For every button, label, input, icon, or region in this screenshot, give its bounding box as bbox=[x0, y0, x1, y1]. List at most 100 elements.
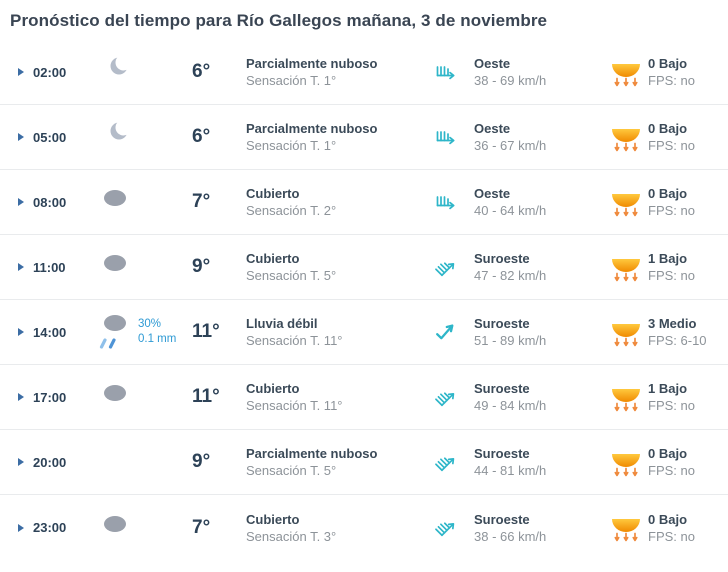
uv-index-label: 0 Bajo bbox=[648, 446, 688, 461]
forecast-row[interactable]: 23:00 bbox=[0, 495, 728, 560]
uv-fps-label: FPS: no bbox=[648, 138, 695, 153]
page-title: Pronóstico del tiempo para Río Gallegos … bbox=[10, 11, 548, 30]
wind-direction-icon bbox=[428, 322, 456, 342]
time-label: 05:00 bbox=[33, 129, 67, 145]
expand-row-arrow-icon[interactable] bbox=[18, 263, 24, 271]
expand-row-arrow-icon[interactable] bbox=[18, 133, 24, 141]
condition-label: Lluvia débil bbox=[246, 316, 318, 331]
forecast-row[interactable]: 14:00 bbox=[0, 300, 728, 365]
uv-fps-label: FPS: no bbox=[648, 73, 695, 88]
wind-speed-label: 38 - 69 km/h bbox=[474, 73, 547, 88]
wind-direction-label: Suroeste bbox=[474, 316, 530, 331]
time-label: 08:00 bbox=[33, 194, 67, 210]
feels-like-label: Sensación T. 5° bbox=[246, 463, 337, 478]
uv-block: 1 Bajo FPS: no bbox=[648, 380, 728, 414]
feels-like-label: Sensación T. 2° bbox=[246, 203, 337, 218]
uv-fps-label: FPS: no bbox=[648, 268, 695, 283]
condition-block: Parcialmente nuboso Sensación T. 1° bbox=[246, 55, 428, 89]
time-label: 02:00 bbox=[33, 64, 67, 80]
uv-block: 0 Bajo FPS: no bbox=[648, 445, 728, 479]
wind-direction-label: Oeste bbox=[474, 121, 511, 136]
condition-label: Cubierto bbox=[246, 381, 300, 396]
weather-icon bbox=[88, 55, 132, 89]
feels-like-label: Sensación T. 1° bbox=[246, 138, 337, 153]
temperature-value: 9° bbox=[192, 256, 211, 277]
forecast-table: 02:00 bbox=[0, 40, 728, 560]
forecast-row[interactable]: 20:00 bbox=[0, 430, 728, 495]
weather-icon bbox=[88, 186, 132, 218]
weather-icon bbox=[88, 120, 132, 154]
time-label: 17:00 bbox=[33, 389, 67, 405]
uv-fps-label: FPS: no bbox=[648, 528, 695, 544]
uv-index-label: 1 Bajo bbox=[648, 251, 688, 266]
condition-block: Lluvia débil Sensación T. 11° bbox=[246, 315, 428, 349]
wind-direction-icon bbox=[428, 194, 457, 211]
uv-block: 0 Bajo FPS: no bbox=[648, 185, 728, 219]
uv-index-label: 0 Bajo bbox=[648, 121, 688, 136]
wind-block: Oeste 38 - 69 km/h bbox=[474, 55, 604, 89]
uv-index-icon bbox=[609, 512, 643, 543]
forecast-row[interactable]: 02:00 bbox=[0, 40, 728, 105]
uv-block: 0 Bajo FPS: no bbox=[648, 120, 728, 154]
wind-direction-label: Suroeste bbox=[474, 446, 530, 461]
temperature-value: 9° bbox=[192, 451, 211, 472]
expand-row-arrow-icon[interactable] bbox=[18, 68, 24, 76]
uv-index-label: 1 Bajo bbox=[648, 381, 688, 396]
expand-row-arrow-icon[interactable] bbox=[18, 328, 24, 336]
condition-block: Cubierto Sensación T. 5° bbox=[246, 250, 428, 284]
temperature-value: 6° bbox=[192, 61, 211, 82]
uv-index-icon bbox=[609, 382, 643, 413]
expand-row-arrow-icon[interactable] bbox=[18, 458, 24, 466]
condition-block: Cubierto Sensación T. 11° bbox=[246, 380, 428, 414]
condition-block: Parcialmente nuboso Sensación T. 5° bbox=[246, 445, 428, 479]
uv-fps-label: FPS: 6-10 bbox=[648, 333, 707, 348]
uv-index-icon bbox=[609, 317, 643, 348]
time-label: 11:00 bbox=[33, 259, 66, 275]
uv-fps-label: FPS: no bbox=[648, 463, 695, 478]
wind-speed-label: 36 - 67 km/h bbox=[474, 138, 547, 153]
feels-like-label: Sensación T. 11° bbox=[246, 398, 343, 413]
weather-icon bbox=[88, 251, 132, 283]
weather-icon bbox=[88, 381, 132, 413]
weather-icon bbox=[88, 313, 132, 351]
wind-speed-label: 49 - 84 km/h bbox=[474, 398, 547, 413]
uv-index-icon bbox=[609, 252, 643, 283]
condition-block: Parcialmente nuboso Sensación T. 1° bbox=[246, 120, 428, 154]
wind-block: Suroeste 49 - 84 km/h bbox=[474, 380, 604, 414]
feels-like-label: Sensación T. 3° bbox=[246, 528, 337, 544]
wind-direction-icon bbox=[428, 454, 457, 471]
feels-like-label: Sensación T. 11° bbox=[246, 333, 343, 348]
wind-block: Suroeste 44 - 81 km/h bbox=[474, 445, 604, 479]
wind-speed-label: 40 - 64 km/h bbox=[474, 203, 547, 218]
wind-direction-icon bbox=[428, 259, 457, 276]
condition-block: Cubierto Sensación T. 3° bbox=[246, 511, 428, 545]
condition-label: Cubierto bbox=[246, 511, 300, 527]
condition-label: Parcialmente nuboso bbox=[246, 446, 378, 461]
wind-direction-icon bbox=[428, 64, 457, 81]
expand-row-arrow-icon[interactable] bbox=[18, 393, 24, 401]
wind-block: Suroeste 47 - 82 km/h bbox=[474, 250, 604, 284]
uv-index-label: 0 Bajo bbox=[648, 511, 688, 527]
uv-index-label: 0 Bajo bbox=[648, 186, 688, 201]
time-label: 14:00 bbox=[33, 324, 67, 340]
forecast-row[interactable]: 05:00 bbox=[0, 105, 728, 170]
wind-speed-label: 44 - 81 km/h bbox=[474, 463, 547, 478]
precipitation-info: 30% 0.1 mm bbox=[138, 317, 190, 347]
time-label: 20:00 bbox=[33, 454, 67, 470]
wind-speed-label: 38 - 66 km/h bbox=[474, 528, 547, 544]
wind-speed-label: 51 - 89 km/h bbox=[474, 333, 547, 348]
forecast-row[interactable]: 08:00 bbox=[0, 170, 728, 235]
expand-row-arrow-icon[interactable] bbox=[18, 523, 24, 532]
precip-amount: 0.1 mm bbox=[138, 333, 177, 345]
uv-block: 0 Bajo FPS: no bbox=[648, 55, 728, 89]
forecast-row[interactable]: 17:00 bbox=[0, 365, 728, 430]
uv-index-label: 0 Bajo bbox=[648, 56, 688, 71]
weather-icon bbox=[88, 512, 132, 544]
uv-index-label: 3 Medio bbox=[648, 316, 697, 331]
forecast-row[interactable]: 11:00 bbox=[0, 235, 728, 300]
wind-direction-label: Oeste bbox=[474, 56, 511, 71]
expand-row-arrow-icon[interactable] bbox=[18, 198, 24, 206]
condition-label: Parcialmente nuboso bbox=[246, 121, 378, 136]
uv-index-icon bbox=[609, 57, 643, 88]
